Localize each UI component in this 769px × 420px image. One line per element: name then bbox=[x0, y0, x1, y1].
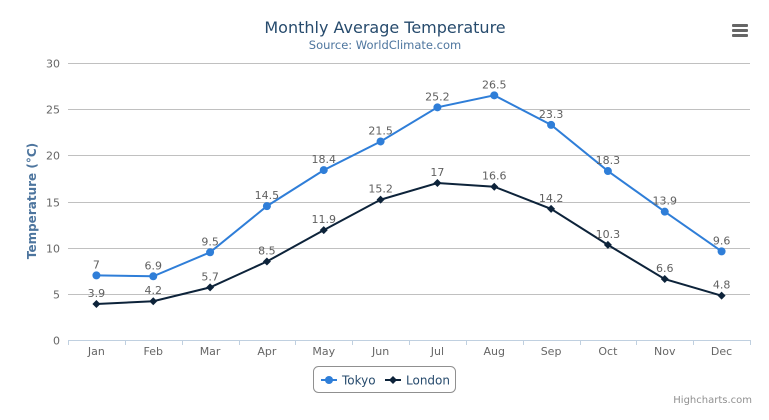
data-label: 5.7 bbox=[201, 270, 219, 283]
data-point[interactable] bbox=[376, 195, 385, 204]
data-label: 7 bbox=[93, 258, 100, 271]
legend-item-london[interactable]: London bbox=[385, 374, 450, 388]
data-label: 21.5 bbox=[368, 124, 393, 137]
chart-title: Monthly Average Temperature bbox=[264, 18, 505, 37]
data-label: 8.5 bbox=[258, 245, 276, 258]
legend-label-tokyo: Tokyo bbox=[341, 374, 376, 388]
data-point[interactable] bbox=[92, 299, 101, 308]
data-label: 26.5 bbox=[482, 78, 507, 91]
x-tick-label: Nov bbox=[654, 345, 676, 358]
x-tick-label: Jul bbox=[430, 345, 444, 358]
data-label: 18.4 bbox=[312, 153, 337, 166]
data-label: 4.8 bbox=[713, 279, 731, 292]
data-label: 3.9 bbox=[88, 287, 106, 300]
y-tick-label: 0 bbox=[53, 335, 60, 348]
data-label: 15.2 bbox=[368, 183, 393, 196]
y-tick-label: 10 bbox=[46, 243, 60, 256]
x-tick-label: Dec bbox=[711, 345, 732, 358]
data-label: 4.2 bbox=[145, 284, 163, 297]
chart-subtitle: Source: WorldClimate.com bbox=[309, 38, 461, 52]
x-tick-label: Oct bbox=[598, 345, 618, 358]
data-label: 9.5 bbox=[201, 235, 219, 248]
hamburger-menu-icon[interactable] bbox=[732, 24, 748, 37]
legend: Tokyo London bbox=[313, 366, 456, 393]
y-tick-label: 15 bbox=[46, 197, 60, 210]
data-label: 9.6 bbox=[713, 234, 731, 247]
series-line bbox=[96, 94, 723, 278]
data-label: 14.2 bbox=[539, 192, 564, 205]
data-label: 16.6 bbox=[482, 170, 507, 183]
data-label: 18.3 bbox=[596, 154, 621, 167]
data-point[interactable] bbox=[262, 202, 271, 211]
series-london: 3.9 4.2 5.7 8.5 11.9 15.2 17 16.6 14.2 10.3 6.6 4.8 bbox=[88, 166, 731, 308]
data-label: 6.6 bbox=[656, 262, 674, 275]
data-point[interactable] bbox=[319, 166, 328, 175]
data-point[interactable] bbox=[603, 240, 612, 249]
data-label: 10.3 bbox=[596, 228, 621, 241]
data-label: 14.5 bbox=[255, 189, 280, 202]
data-point[interactable] bbox=[262, 257, 271, 266]
legend-label-london: London bbox=[406, 374, 450, 388]
data-point[interactable] bbox=[490, 182, 499, 191]
data-point[interactable] bbox=[433, 103, 442, 112]
data-point[interactable] bbox=[547, 204, 556, 213]
legend-item-tokyo[interactable]: Tokyo bbox=[321, 374, 376, 388]
data-label: 6.9 bbox=[145, 259, 163, 272]
data-point[interactable] bbox=[660, 207, 669, 216]
legend-circle-marker bbox=[325, 376, 333, 384]
x-tick-label: Jan bbox=[87, 345, 105, 358]
x-tick-label: Aug bbox=[484, 345, 505, 358]
data-point[interactable] bbox=[490, 91, 499, 100]
data-point[interactable] bbox=[376, 137, 385, 146]
data-point[interactable] bbox=[717, 291, 726, 300]
data-point[interactable] bbox=[547, 120, 556, 129]
y-axis-title: Temperature (°C) bbox=[25, 143, 39, 259]
x-tick-label: Apr bbox=[257, 345, 277, 358]
data-point[interactable] bbox=[149, 297, 158, 306]
data-point[interactable] bbox=[433, 179, 442, 188]
x-tick-label: Jun bbox=[371, 345, 389, 358]
data-point[interactable] bbox=[206, 283, 215, 292]
data-point[interactable] bbox=[206, 248, 215, 257]
data-point[interactable] bbox=[319, 226, 328, 235]
data-label: 25.2 bbox=[425, 90, 450, 103]
x-tick-label: Mar bbox=[200, 345, 221, 358]
x-tick-label: Sep bbox=[541, 345, 562, 358]
y-tick-label: 5 bbox=[53, 289, 60, 302]
series-tokyo: 7 6.9 9.5 14.5 18.4 21.5 25.2 26.5 23.3 18.3 13.9 9… bbox=[92, 78, 731, 281]
data-point[interactable] bbox=[92, 271, 101, 280]
x-tick-label: May bbox=[312, 345, 335, 358]
data-label: 23.3 bbox=[539, 108, 564, 121]
data-label: 11.9 bbox=[312, 213, 337, 226]
x-tick-label: Feb bbox=[144, 345, 163, 358]
y-tick-label: 25 bbox=[46, 104, 60, 117]
series-line bbox=[96, 182, 722, 305]
data-point[interactable] bbox=[660, 275, 669, 284]
data-point[interactable] bbox=[717, 247, 726, 256]
y-tick-label: 20 bbox=[46, 150, 60, 163]
y-tick-label: 30 bbox=[46, 58, 60, 71]
data-label: 17 bbox=[430, 166, 444, 179]
credits-link[interactable]: Highcharts.com bbox=[673, 395, 752, 406]
data-point[interactable] bbox=[149, 272, 158, 281]
data-label: 13.9 bbox=[653, 195, 678, 208]
legend-diamond-marker bbox=[389, 376, 397, 384]
data-point[interactable] bbox=[603, 167, 612, 176]
